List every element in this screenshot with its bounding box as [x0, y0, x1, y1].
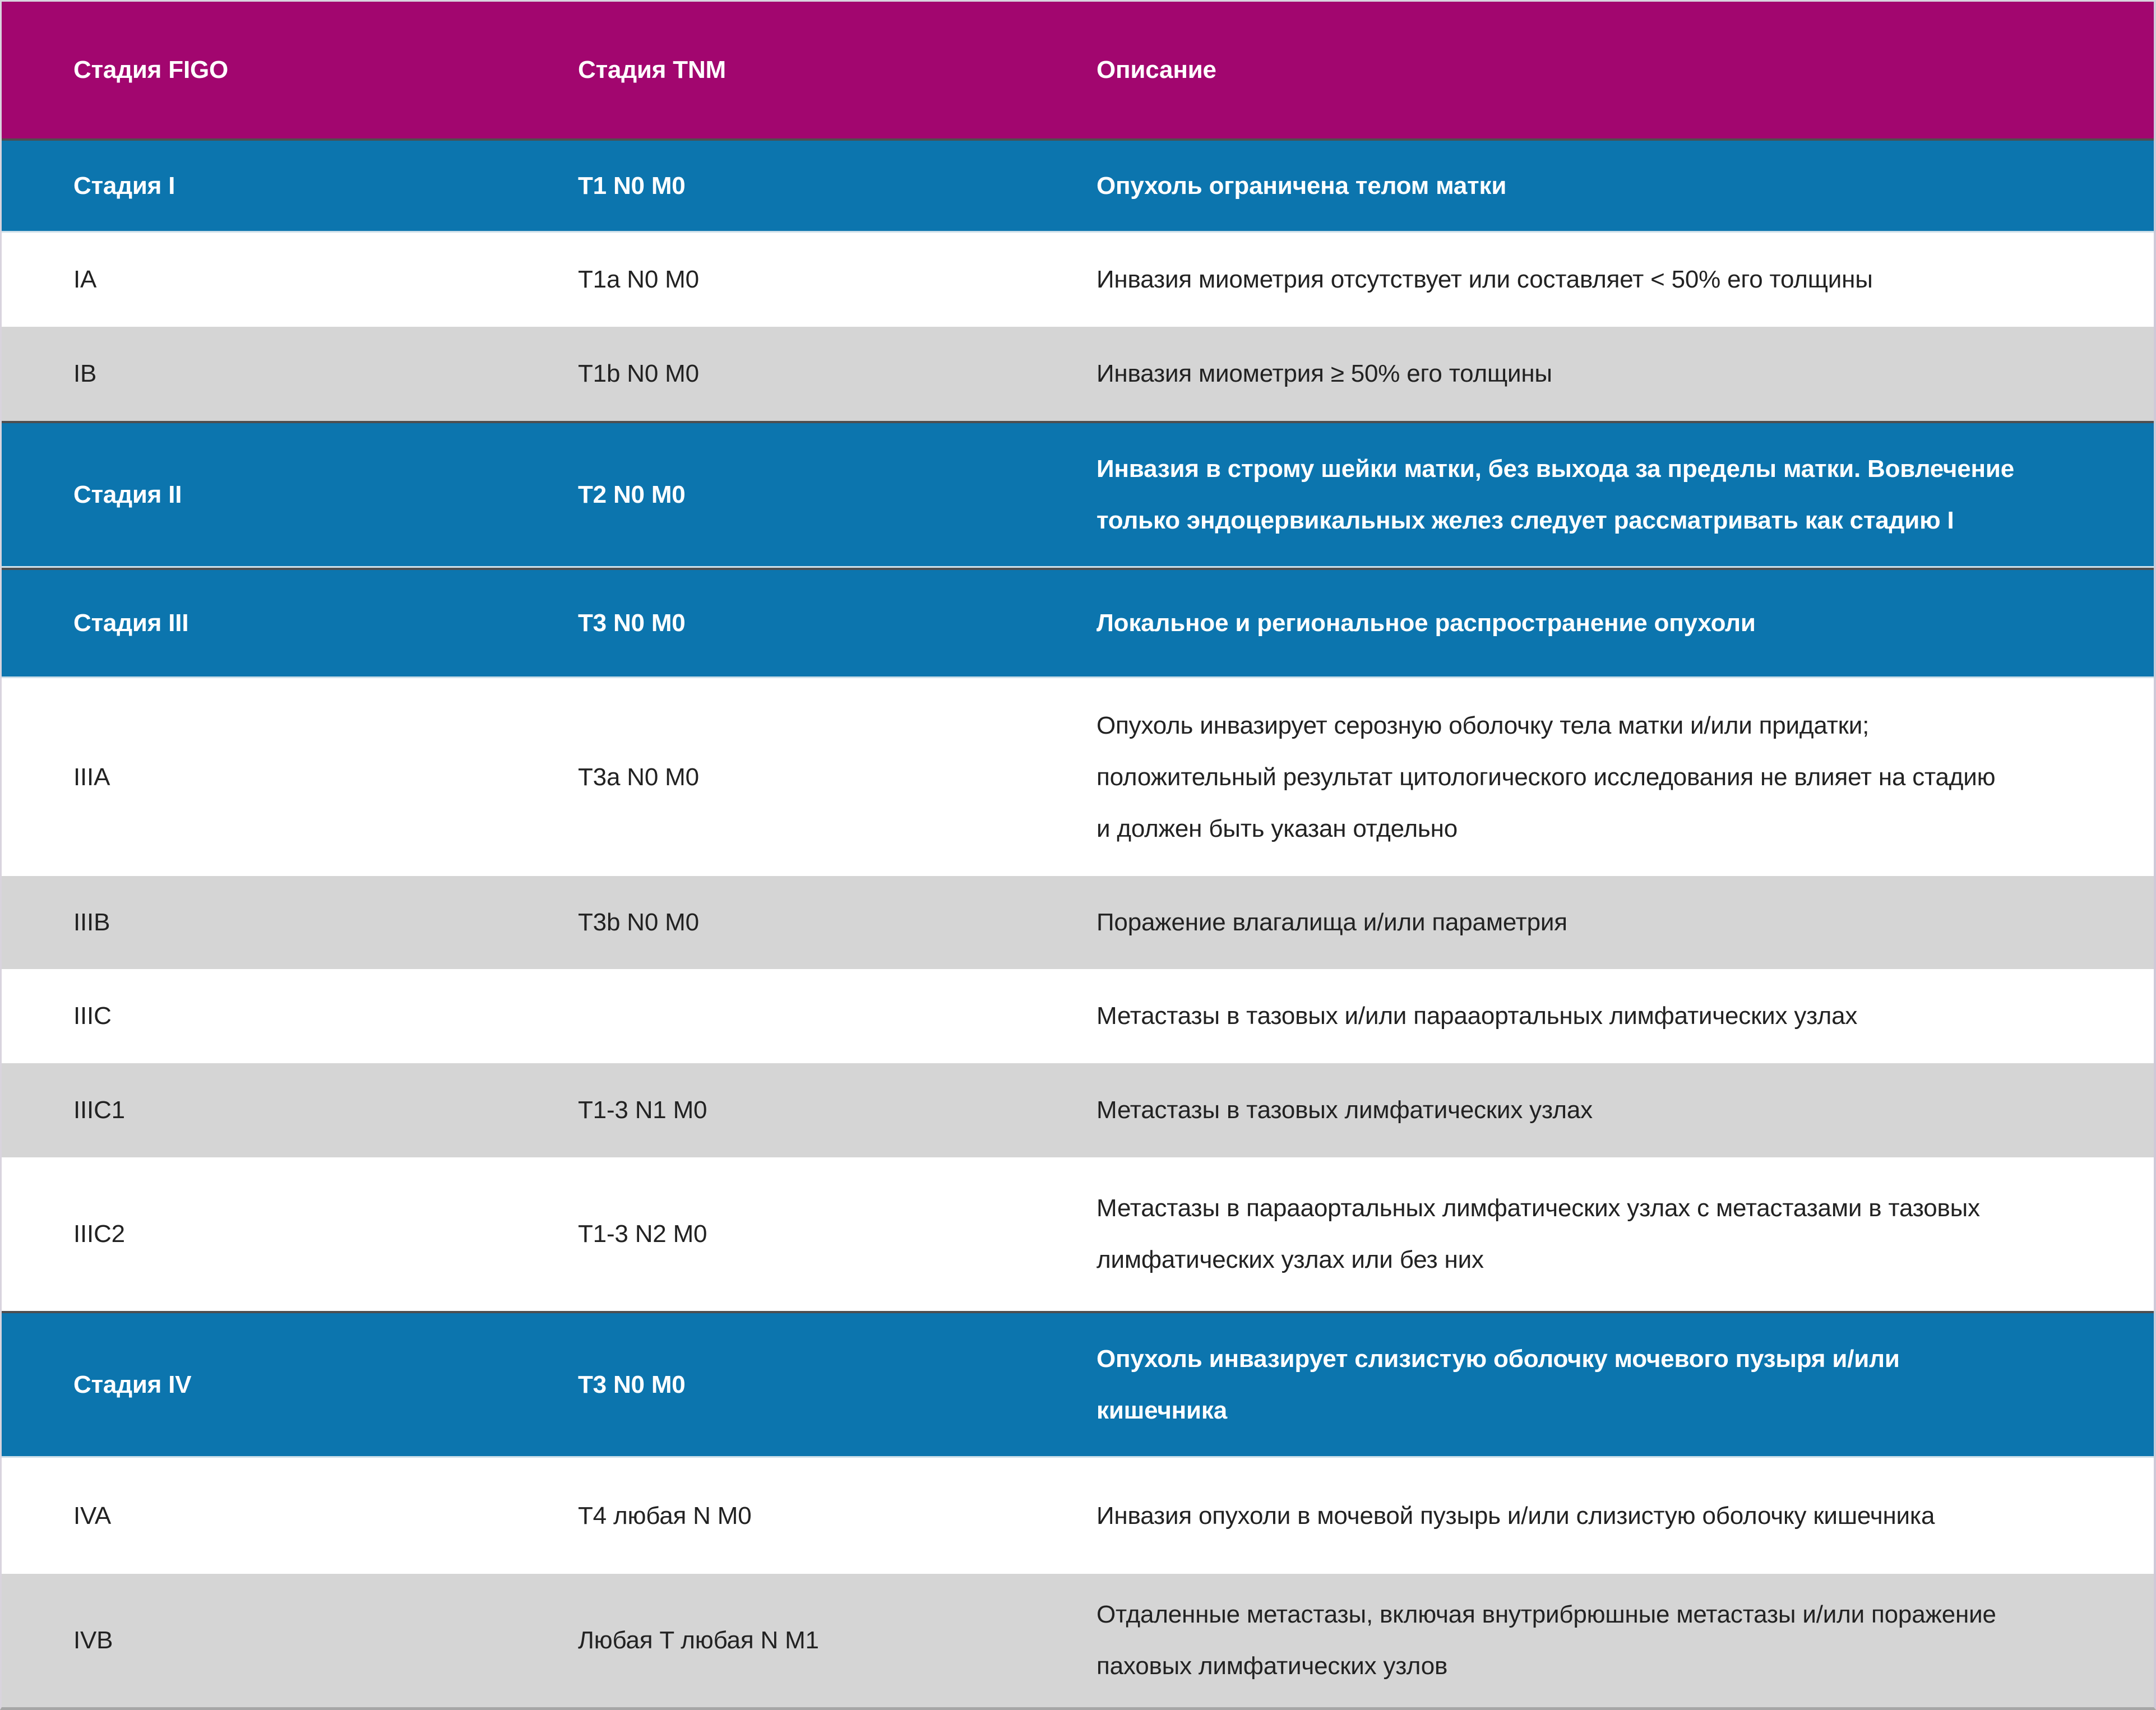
figo-cell: IA — [73, 266, 97, 293]
table-row-iiib: IIIB T3b N0 M0 Поражение влагалища и/или… — [2, 876, 2154, 969]
figo-cell: IIIC2 — [73, 1220, 125, 1248]
column-header-tnm: Стадия TNM — [578, 56, 726, 84]
table-row-iiic1: IIIC1 T1-3 N1 M0 Метастазы в тазовых лим… — [2, 1063, 2154, 1157]
table-row-ivb: IVB Любая T любая N M1 Отдаленные метаст… — [2, 1574, 2154, 1707]
description-cell: Метастазы в тазовых и/или парааортальных… — [1096, 1002, 1858, 1030]
table-row-ib: IB T1b N0 M0 Инвазия миометрия ≥ 50% его… — [2, 327, 2154, 421]
description-cell: Метастазы в тазовых лимфатических узлах — [1096, 1096, 1593, 1124]
description-cell: Опухоль инвазирует слизистую оболочку мо… — [1096, 1345, 1900, 1424]
tnm-cell: T3a N0 M0 — [578, 763, 699, 791]
figo-cell: IB — [73, 360, 97, 387]
description-cell: Инвазия миометрия ≥ 50% его толщины — [1096, 360, 1552, 387]
description-cell: Инвазия опухоли в мочевой пузырь и/или с… — [1096, 1502, 1935, 1530]
table-row-stage-1: Стадия I T1 N0 M0 Опухоль ограничена тел… — [2, 138, 2154, 233]
tnm-cell: T3 N0 M0 — [578, 1370, 686, 1398]
tnm-cell: Любая T любая N M1 — [578, 1626, 819, 1654]
table-row-iiic2: IIIC2 T1-3 N2 M0 Метастазы в парааорталь… — [2, 1157, 2154, 1311]
description-cell: Локальное и региональное распространение… — [1096, 609, 1756, 637]
figo-cell: IVB — [73, 1626, 113, 1654]
table-row-iva: IVA T4 любая N M0 Инвазия опухоли в моче… — [2, 1458, 2154, 1574]
table-row-stage-2: Стадия II T2 N0 M0 Инвазия в строму шейк… — [2, 421, 2154, 568]
table-row-iiic: IIIC Метастазы в тазовых и/или парааорта… — [2, 969, 2154, 1063]
tnm-cell: T1a N0 M0 — [578, 266, 699, 293]
figo-cell: Стадия II — [73, 480, 182, 508]
tnm-cell: T1b N0 M0 — [578, 360, 699, 387]
description-cell: Отдаленные метастазы, включая внутрибрюш… — [1096, 1601, 1996, 1680]
tnm-cell: T1-3 N2 M0 — [578, 1220, 707, 1248]
column-header-description: Описание — [1096, 56, 1216, 84]
tnm-cell: T2 N0 M0 — [578, 480, 686, 508]
figo-cell: Стадия I — [73, 172, 175, 200]
description-cell: Инвазия в строму шейки матки, без выхода… — [1096, 455, 2015, 534]
tnm-cell: T1 N0 M0 — [578, 172, 686, 200]
description-cell: Опухоль инвазирует серозную оболочку тел… — [1096, 711, 1996, 842]
description-cell: Метастазы в парааортальных лимфатических… — [1096, 1194, 1980, 1273]
table-row-stage-4: Стадия IV T3 N0 M0 Опухоль инвазирует сл… — [2, 1311, 2154, 1458]
description-cell: Поражение влагалища и/или параметрия — [1096, 909, 1567, 936]
tnm-cell: T1-3 N1 M0 — [578, 1096, 707, 1124]
figo-cell: IIIA — [73, 763, 110, 791]
figo-cell: IIIC — [73, 1002, 112, 1030]
column-header-figo: Стадия FIGO — [73, 56, 229, 84]
figo-cell: IIIC1 — [73, 1096, 125, 1124]
figo-cell: IIIB — [73, 909, 110, 936]
description-cell: Инвазия миометрия отсутствует или состав… — [1096, 266, 1873, 293]
description-cell: Опухоль ограничена телом матки — [1096, 172, 1507, 200]
figo-cell: IVA — [73, 1502, 112, 1530]
table-header-row: Стадия FIGO Стадия TNM Описание — [2, 2, 2154, 138]
table-row-ia: IA T1a N0 M0 Инвазия миометрия отсутству… — [2, 233, 2154, 327]
tnm-cell: T4 любая N M0 — [578, 1502, 752, 1530]
table-row-stage-3: Стадия III T3 N0 M0 Локальное и регионал… — [2, 568, 2154, 678]
table-row-iiia: IIIA T3a N0 M0 Опухоль инвазирует серозн… — [2, 678, 2154, 876]
tnm-cell: T3 N0 M0 — [578, 609, 686, 637]
figo-cell: Стадия IV — [73, 1370, 192, 1398]
figo-cell: Стадия III — [73, 609, 189, 637]
tnm-cell: T3b N0 M0 — [578, 909, 699, 936]
